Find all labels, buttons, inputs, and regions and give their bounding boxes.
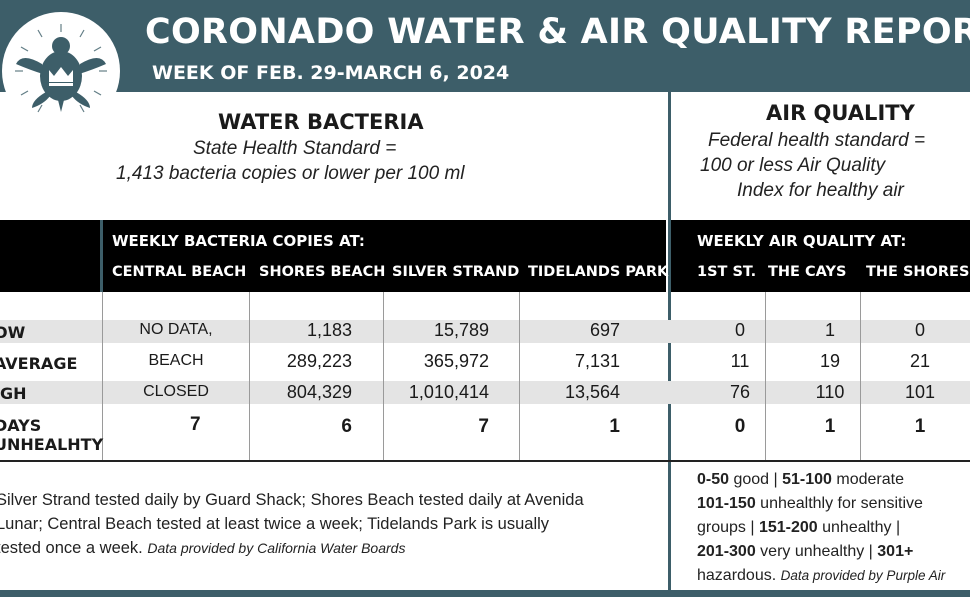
grid-line [519,292,520,460]
water-note-line1: Silver Strand tested daily by Guard Shac… [0,491,584,509]
table-row-shade-high [0,381,970,404]
cell-the-shores-days: 1 [914,416,926,437]
air-table-header-bar [671,220,970,292]
row-label-low: OW [0,323,26,342]
water-section-title: WATER BACTERIA [218,110,424,134]
cell-tidelands-days: 1 [609,416,620,437]
aqi-legend-line1: 0-50 good | 51-100 moderate [697,471,904,489]
col-silver-strand: SILVER STRAND [392,264,520,280]
aqi-legend-line2: 101-150 unhealthly for sensitive [697,495,923,513]
air-section-title: AIR QUALITY [766,101,915,125]
label-column-separator [100,220,103,292]
aqi-text: unhealthly for sensitive [755,495,923,512]
cell-tidelands-average: 7,131 [574,351,620,371]
grid-line [765,292,766,460]
cell-the-shores-average: 21 [909,351,931,371]
cell-cays-average: 19 [819,351,841,371]
air-table-heading: WEEKLY AIR QUALITY AT: [697,232,907,250]
col-the-cays: THE CAYS [768,264,847,280]
aqi-text: moderate [831,471,904,488]
aqi-range: 151-200 [758,519,818,536]
grid-line [249,292,250,460]
cell-1st-st-low: 0 [734,320,745,340]
cell-shores-low: 1,183 [306,320,352,340]
cell-1st-st-average: 11 [730,351,750,371]
grid-line [102,292,103,460]
col-tidelands-park: TIDELANDS PARK [528,264,669,280]
aqi-range: 101-150 [697,495,756,512]
report-footer-bar [0,590,970,597]
air-standard-line3: Index for healthy air [737,180,904,201]
aqi-text: good | [729,471,783,488]
cell-silver-average: 365,972 [423,351,489,371]
row-label-high: IGH [0,384,27,403]
aqi-range: 0-50 [697,471,730,488]
table-row-shade-low [0,320,970,343]
aqi-range: 201-300 [697,543,756,560]
water-standard-line2: 1,413 bacteria copies or lower per 100 m… [116,163,465,184]
cell-silver-days: 7 [478,416,489,437]
row-label-average: AVERAGE [0,354,78,373]
cell-shores-average: 289,223 [286,351,352,371]
cell-the-shores-low: 0 [914,320,925,340]
air-standard-line1: Federal health standard = [708,130,926,151]
aqi-range: 301+ [877,543,914,560]
air-data-source: Data provided by Purple Air [780,568,946,583]
cell-cays-days: 1 [824,416,836,437]
sea-turtle-crown-icon [2,12,120,130]
grid-line [383,292,384,460]
water-note-line3-text: tested once a week. [0,539,143,557]
row-label-days: DAYS [0,416,42,435]
water-table-header-bar [0,220,666,292]
aqi-legend-line4: 201-300 very unhealthy | 301+ [697,543,913,561]
cell-shores-high: 804,329 [286,382,352,402]
water-note-line2: Lunar; Central Beach tested at least twi… [0,515,550,533]
water-standard-line1: State Health Standard = [193,138,397,159]
cell-1st-st-days: 0 [734,416,746,437]
cell-central-high: CLOSED [143,383,209,400]
cell-central-average: BEACH [148,352,204,369]
aqi-text: unhealthy | [817,519,901,536]
cell-central-days: 7 [190,414,201,435]
col-central-beach: CENTRAL BEACH [112,264,247,280]
cell-silver-high: 1,010,414 [408,382,489,402]
report-title: CORONADO WATER & AIR QUALITY REPORT [145,12,970,52]
section-divider [668,92,671,597]
aqi-legend-line3: groups | 151-200 unhealthy | [697,519,900,537]
aqi-range: 51-100 [782,471,832,488]
cell-cays-high: 110 [815,382,845,402]
col-the-shores: THE SHORES [866,264,970,280]
water-data-source: Data provided by California Water Boards [147,540,406,556]
grid-line [860,292,861,460]
col-1st-st: 1ST ST. [697,264,757,280]
cell-central-low: NO DATA, [139,321,213,338]
aqi-text: groups | [697,519,759,536]
cell-1st-st-high: 76 [729,382,751,402]
air-standard-line2: 100 or less Air Quality [700,155,886,176]
cell-silver-low: 15,789 [433,320,489,340]
cell-tidelands-low: 697 [589,320,620,340]
col-shores-beach: SHORES BEACH [259,264,386,280]
water-table-heading: WEEKLY BACTERIA COPIES AT: [112,232,365,250]
aqi-text: very unhealthy | [755,543,878,560]
aqi-legend-line5: hazardous. Data provided by Purple Air [697,567,945,585]
cell-tidelands-high: 13,564 [564,382,620,402]
row-label-unhealthy: UNHEALHTY [0,435,104,454]
cell-the-shores-high: 101 [904,382,936,402]
cell-shores-days: 6 [341,416,352,437]
water-note-line3: tested once a week. Data provided by Cal… [0,539,405,558]
aqi-text: hazardous. [697,567,777,584]
report-week: WEEK OF FEB. 29-MARCH 6, 2024 [152,62,510,84]
cell-cays-low: 1 [824,320,835,340]
report-header: CORONADO WATER & AIR QUALITY REPORT WEEK… [0,0,970,92]
table-bottom-rule [0,460,970,462]
